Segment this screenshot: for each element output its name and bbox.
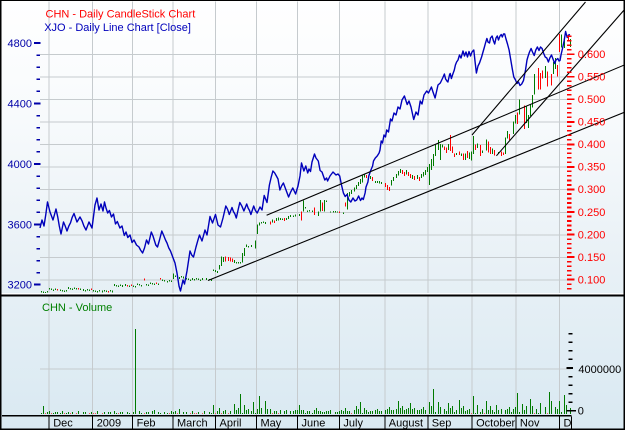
- svg-text:XJO - Daily Line Chart [Close]: XJO - Daily Line Chart [Close]: [44, 22, 191, 34]
- svg-text:Nov: Nov: [520, 417, 540, 429]
- svg-text:March: March: [177, 417, 208, 429]
- svg-text:Dec: Dec: [53, 417, 73, 429]
- svg-text:2009: 2009: [97, 417, 121, 429]
- svg-text:4000000: 4000000: [578, 364, 621, 376]
- svg-text:D: D: [564, 417, 572, 429]
- svg-text:0.350: 0.350: [578, 162, 606, 174]
- svg-text:0.200: 0.200: [578, 229, 606, 241]
- svg-text:Feb: Feb: [137, 417, 156, 429]
- svg-text:July: July: [343, 417, 363, 429]
- svg-text:3600: 3600: [8, 220, 32, 232]
- svg-text:0.550: 0.550: [578, 72, 606, 84]
- svg-text:August: August: [389, 417, 423, 429]
- svg-text:4400: 4400: [8, 99, 32, 111]
- svg-text:3200: 3200: [8, 280, 32, 292]
- svg-text:0.100: 0.100: [578, 274, 606, 286]
- svg-text:Sep: Sep: [432, 417, 452, 429]
- svg-text:0.250: 0.250: [578, 207, 606, 219]
- svg-text:4800: 4800: [8, 38, 32, 50]
- svg-text:June: June: [302, 417, 326, 429]
- svg-text:CHN - Volume: CHN - Volume: [42, 302, 112, 314]
- svg-text:0.600: 0.600: [578, 49, 606, 61]
- svg-text:May: May: [261, 417, 282, 429]
- svg-text:0.400: 0.400: [578, 139, 606, 151]
- svg-text:0.500: 0.500: [578, 94, 606, 106]
- svg-text:CHN - Daily CandleStick Chart: CHN - Daily CandleStick Chart: [46, 8, 196, 20]
- svg-text:0.450: 0.450: [578, 117, 606, 129]
- svg-text:0.300: 0.300: [578, 184, 606, 196]
- svg-text:October: October: [476, 417, 515, 429]
- svg-text:0: 0: [578, 406, 584, 418]
- svg-text:April: April: [220, 417, 242, 429]
- svg-text:4000: 4000: [8, 159, 32, 171]
- svg-text:0.150: 0.150: [578, 252, 606, 264]
